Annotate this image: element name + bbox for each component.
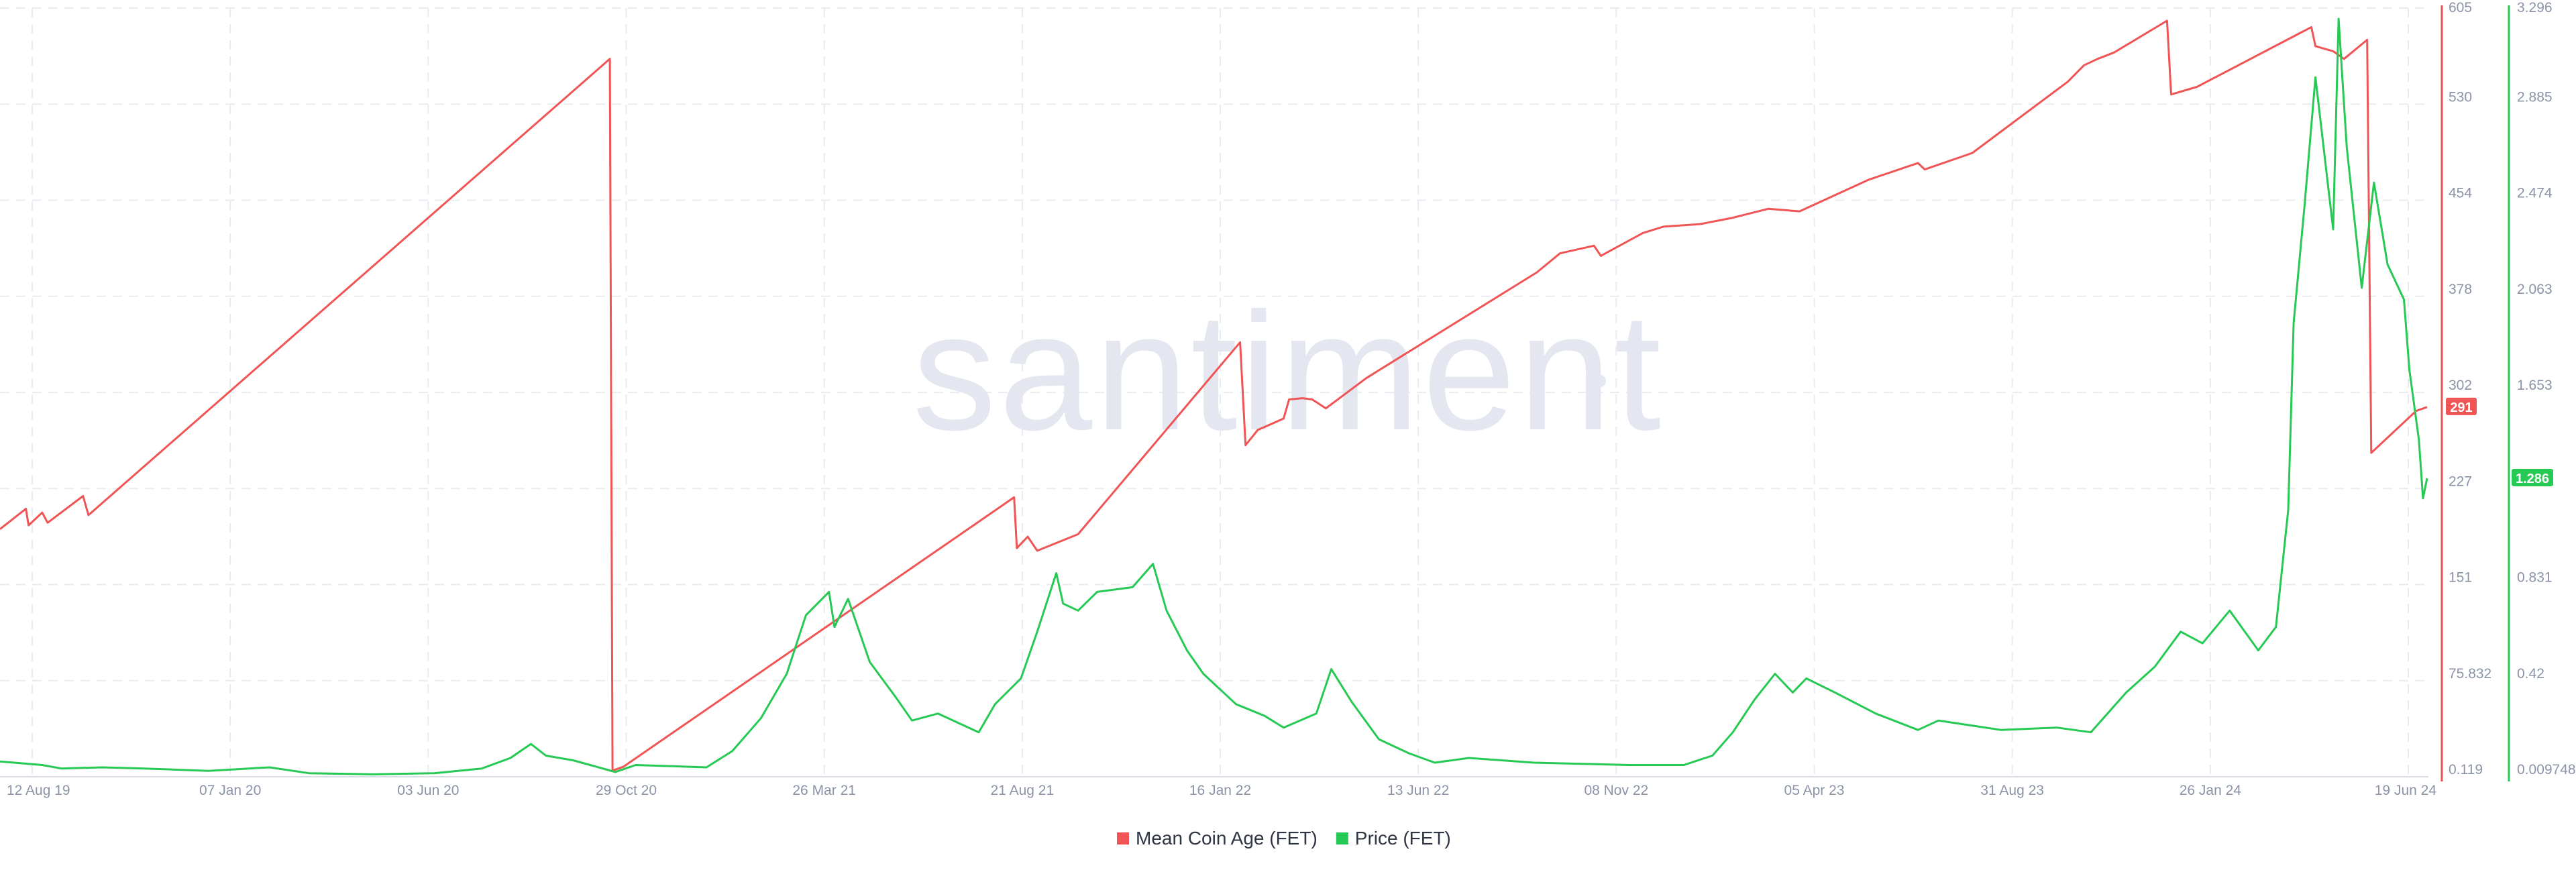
right-y-tick-label: 2.063 <box>2517 282 2553 297</box>
left-y-tick-label: 227 <box>2449 474 2472 489</box>
legend-swatch <box>1336 832 1348 844</box>
left-y-tick-label: 302 <box>2449 378 2472 393</box>
right-y-tick-label: 2.474 <box>2517 186 2553 201</box>
x-tick-label: 19 Jun 24 <box>2375 783 2437 798</box>
right-y-tick-label: 0.009748 <box>2517 762 2576 777</box>
right-y-tick-label: 2.885 <box>2517 89 2553 105</box>
series-lines <box>0 17 2428 775</box>
mean-coin-age-line <box>0 19 2428 772</box>
x-tick-label: 29 Oct 20 <box>596 783 657 798</box>
left-y-tick-label: 454 <box>2449 186 2472 201</box>
right-y-tick-label: 3.296 <box>2517 0 2553 15</box>
legend-item-label: Mean Coin Age (FET) <box>1136 828 1318 849</box>
axes <box>0 5 2510 781</box>
watermark-dot <box>936 375 949 387</box>
x-tick-label: 03 Jun 20 <box>397 783 459 798</box>
legend-swatch <box>1117 832 1129 844</box>
right-y-tick-label: 0.42 <box>2517 666 2544 682</box>
right-y-tick-label: 0.831 <box>2517 570 2553 586</box>
santiment-watermark: santiment <box>912 278 1664 465</box>
x-tick-label: 08 Nov 22 <box>1584 783 1648 798</box>
last-value-badge <box>2446 397 2477 415</box>
last-value-badge-text: 291 <box>2450 400 2472 415</box>
x-tick-label: 21 Aug 21 <box>991 783 1055 798</box>
left-y-tick-label: 605 <box>2449 0 2472 15</box>
watermark-dot <box>1594 375 1606 387</box>
last-value-badge <box>2512 468 2553 486</box>
right-y-tick-label: 1.653 <box>2517 378 2553 393</box>
left-y-tick-label: 530 <box>2449 89 2472 105</box>
left-y-tick-label: 75.832 <box>2449 666 2491 682</box>
left-y-tick-label: 0.119 <box>2449 762 2483 777</box>
price-line <box>0 17 2428 775</box>
left-y-tick-label: 151 <box>2449 570 2472 586</box>
x-tick-label: 07 Jan 20 <box>199 783 261 798</box>
x-tick-label: 13 Jun 22 <box>1387 783 1449 798</box>
x-tick-label: 12 Aug 19 <box>7 783 70 798</box>
x-tick-label: 16 Jan 22 <box>1189 783 1251 798</box>
legend: Mean Coin Age (FET) Price (FET) <box>1117 828 1451 849</box>
last-value-badges: 291 1.286 <box>2446 397 2553 486</box>
left-y-tick-label: 378 <box>2449 282 2472 297</box>
last-value-badge-text: 1.286 <box>2516 472 2549 486</box>
x-tick-label: 26 Jan 24 <box>2180 783 2242 798</box>
watermark-dots <box>936 375 1606 387</box>
x-tick-label: 26 Mar 21 <box>792 783 856 798</box>
x-tick-label: 31 Aug 23 <box>1980 783 2044 798</box>
x-tick-label: 05 Apr 23 <box>1784 783 1845 798</box>
legend-item-label: Price (FET) <box>1355 828 1451 849</box>
